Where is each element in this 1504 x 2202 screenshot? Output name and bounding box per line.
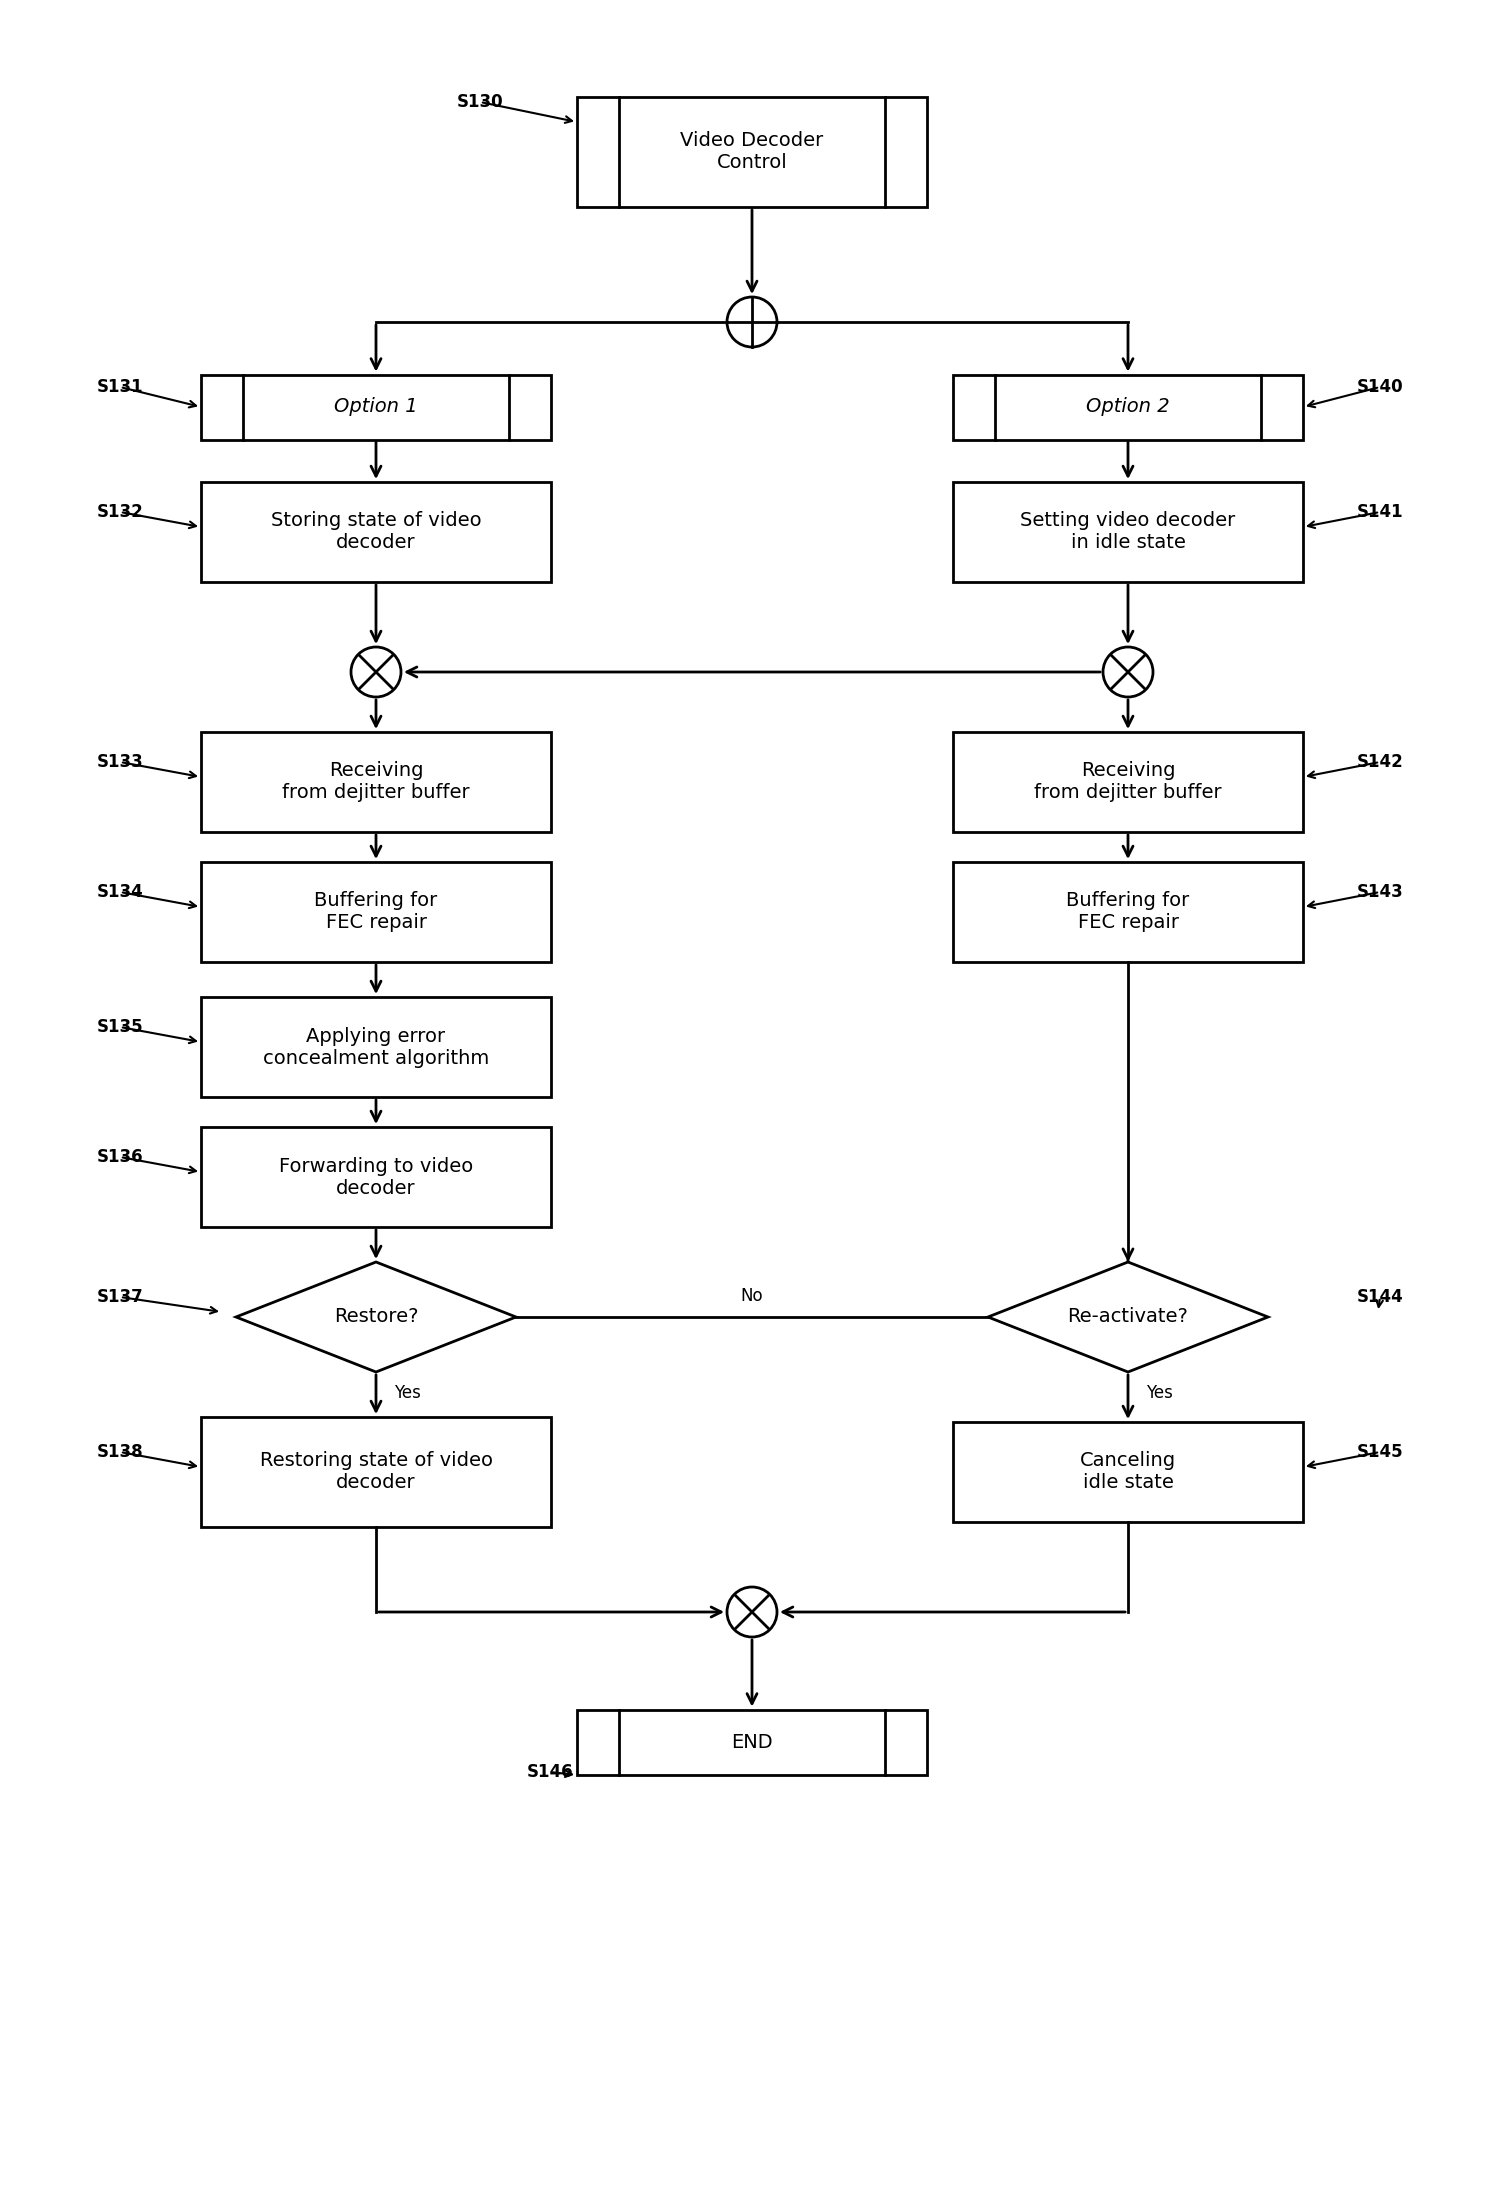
- Text: S131: S131: [96, 379, 143, 396]
- Text: Canceling
idle state: Canceling idle state: [1080, 1451, 1176, 1493]
- Circle shape: [726, 297, 778, 348]
- Bar: [202, 861, 550, 962]
- Text: S133: S133: [96, 753, 143, 771]
- Bar: [202, 482, 550, 581]
- Text: Buffering for
FEC repair: Buffering for FEC repair: [1066, 892, 1190, 931]
- Text: S141: S141: [1357, 502, 1403, 522]
- Text: S144: S144: [1357, 1288, 1403, 1306]
- Bar: [202, 1127, 550, 1227]
- Text: S134: S134: [96, 883, 143, 901]
- Circle shape: [350, 647, 402, 698]
- Text: No: No: [740, 1286, 764, 1306]
- Text: S136: S136: [96, 1147, 143, 1167]
- Bar: [202, 998, 550, 1097]
- Text: S137: S137: [96, 1288, 143, 1306]
- Text: Re-activate?: Re-activate?: [1068, 1308, 1188, 1326]
- Bar: [202, 1418, 550, 1526]
- Text: S138: S138: [96, 1442, 143, 1460]
- Text: Yes: Yes: [1146, 1385, 1173, 1403]
- Circle shape: [1102, 647, 1154, 698]
- Circle shape: [726, 1588, 778, 1636]
- Text: S132: S132: [96, 502, 143, 522]
- Text: Setting video decoder
in idle state: Setting video decoder in idle state: [1020, 511, 1236, 553]
- Text: Buffering for
FEC repair: Buffering for FEC repair: [314, 892, 438, 931]
- Text: Restoring state of video
decoder: Restoring state of video decoder: [260, 1451, 492, 1493]
- Text: S145: S145: [1357, 1442, 1403, 1460]
- Bar: [202, 374, 550, 440]
- Text: S140: S140: [1357, 379, 1403, 396]
- Bar: [954, 731, 1302, 832]
- Polygon shape: [988, 1262, 1268, 1372]
- Text: Receiving
from dejitter buffer: Receiving from dejitter buffer: [1035, 762, 1221, 802]
- Text: S130: S130: [457, 92, 504, 110]
- Text: S142: S142: [1357, 753, 1403, 771]
- Bar: [954, 1422, 1302, 1522]
- Text: Yes: Yes: [394, 1385, 421, 1403]
- Text: Option 2: Option 2: [1086, 399, 1170, 416]
- Bar: [202, 731, 550, 832]
- Text: S135: S135: [96, 1017, 143, 1035]
- Text: Video Decoder
Control: Video Decoder Control: [680, 132, 824, 172]
- Bar: [578, 1709, 926, 1775]
- Text: S143: S143: [1357, 883, 1403, 901]
- Text: Storing state of video
decoder: Storing state of video decoder: [271, 511, 481, 553]
- Text: Receiving
from dejitter buffer: Receiving from dejitter buffer: [283, 762, 469, 802]
- Text: Forwarding to video
decoder: Forwarding to video decoder: [278, 1156, 474, 1198]
- Bar: [954, 374, 1302, 440]
- Bar: [578, 97, 926, 207]
- Text: Restore?: Restore?: [334, 1308, 418, 1326]
- Bar: [954, 861, 1302, 962]
- Polygon shape: [236, 1262, 516, 1372]
- Bar: [954, 482, 1302, 581]
- Text: S146: S146: [526, 1764, 573, 1781]
- Text: END: END: [731, 1733, 773, 1751]
- Text: Option 1: Option 1: [334, 399, 418, 416]
- Text: Applying error
concealment algorithm: Applying error concealment algorithm: [263, 1026, 489, 1068]
